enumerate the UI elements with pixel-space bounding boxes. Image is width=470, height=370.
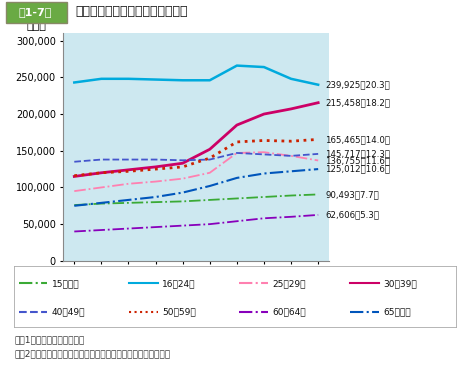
Text: 65歳以上: 65歳以上 xyxy=(383,308,411,317)
Text: 30～39歳: 30～39歳 xyxy=(383,279,417,288)
Text: 215,458（18.2）: 215,458（18.2） xyxy=(325,98,390,107)
Text: 62,606（5.3）: 62,606（5.3） xyxy=(325,211,379,219)
Text: 第1-7図: 第1-7図 xyxy=(18,7,52,17)
Text: 239,925（20.3）: 239,925（20.3） xyxy=(325,80,390,89)
Text: 60～64歳: 60～64歳 xyxy=(273,308,306,317)
Text: 125,012（10.6）: 125,012（10.6） xyxy=(325,165,390,174)
Text: 25～29歳: 25～29歳 xyxy=(273,279,306,288)
Text: 50～59歳: 50～59歳 xyxy=(162,308,196,317)
Text: 2　（　）内は，年齢層別負傷者数の構成率（％）である。: 2 （ ）内は，年齢層別負傷者数の構成率（％）である。 xyxy=(14,350,170,359)
Text: 注　1　警察庁資料による。: 注 1 警察庁資料による。 xyxy=(14,335,84,344)
Text: 165,465（14.0）: 165,465（14.0） xyxy=(325,135,390,144)
Text: 40～49歳: 40～49歳 xyxy=(52,308,85,317)
Text: 15歳以下: 15歳以下 xyxy=(52,279,79,288)
Text: 16～24歳: 16～24歳 xyxy=(162,279,196,288)
Text: 145,717（12.3）: 145,717（12.3） xyxy=(325,149,390,158)
Text: 136,755（11.6）: 136,755（11.6） xyxy=(325,156,390,165)
Text: 90,493（7.7）: 90,493（7.7） xyxy=(325,190,379,199)
Text: （人）: （人） xyxy=(26,21,46,31)
Text: 年齢層別交通事故負傷者数の推移: 年齢層別交通事故負傷者数の推移 xyxy=(75,5,188,18)
FancyBboxPatch shape xyxy=(6,2,67,23)
